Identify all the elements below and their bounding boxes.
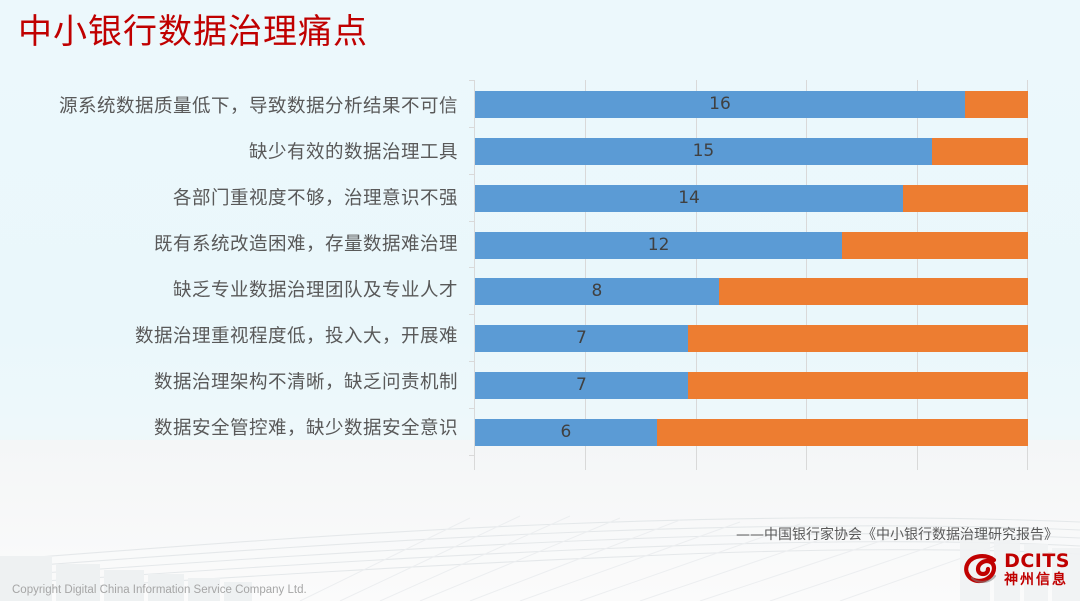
- swoosh-icon: [964, 553, 998, 586]
- bar-value-label: 12: [647, 235, 670, 255]
- bar-row[interactable]: 6: [475, 419, 1028, 446]
- bar-segment-remainder[interactable]: [687, 372, 1028, 399]
- axis-tick: [469, 314, 474, 315]
- category-label: 数据安全管控难，缺少数据安全意识: [153, 418, 458, 439]
- category-label: 缺乏专业数据治理团队及专业人才: [172, 280, 458, 301]
- bar-segment-primary[interactable]: 7: [475, 372, 688, 399]
- bar-segment-remainder[interactable]: [842, 232, 1028, 259]
- bar-segment-primary[interactable]: 16: [475, 91, 965, 118]
- bar-chart: 源系统数据质量低下，导致数据分析结果不可信 缺少有效的数据治理工具 各部门重视度…: [0, 80, 1045, 470]
- bar-value-label: 6: [560, 422, 572, 442]
- axis-tick: [469, 408, 474, 409]
- category-label: 既有系统改造困难，存量数据难治理: [153, 234, 458, 255]
- gridline: [1027, 80, 1028, 470]
- bar-row[interactable]: 15: [475, 138, 1028, 165]
- bar-segment-primary[interactable]: 12: [475, 232, 843, 259]
- category-label: 数据治理重视程度低，投入大，开展难: [134, 326, 458, 347]
- category-label: 缺少有效的数据治理工具: [248, 142, 458, 163]
- bar-segment-primary[interactable]: 7: [475, 325, 688, 352]
- bar-row[interactable]: 16: [475, 91, 1028, 118]
- axis-tick: [469, 267, 474, 268]
- bar-value-label: 16: [709, 94, 731, 114]
- bar-value-label: 14: [678, 188, 700, 208]
- bar-segment-primary[interactable]: 6: [475, 419, 657, 446]
- bar-value-label: 7: [576, 375, 587, 395]
- bar-segment-remainder[interactable]: [656, 419, 1028, 446]
- copyright-text: Copyright Digital China Information Serv…: [12, 584, 307, 596]
- axis-tick: [469, 221, 474, 222]
- gridline: [585, 80, 586, 470]
- axis-tick: [469, 361, 474, 362]
- source-attribution: ——中国银行家协会《中小银行数据治理研究报告》: [736, 527, 1058, 543]
- bar-row[interactable]: 12: [475, 232, 1028, 259]
- bar-row[interactable]: 7: [475, 372, 1028, 399]
- gridline: [696, 80, 697, 470]
- bar-row[interactable]: 8: [475, 278, 1028, 305]
- bar-segment-remainder[interactable]: [903, 185, 1028, 212]
- gridline: [806, 80, 807, 470]
- axis-tick: [469, 455, 474, 456]
- logo-name-en: DCITS: [1004, 550, 1070, 572]
- bar-segment-remainder[interactable]: [718, 278, 1028, 305]
- axis-tick: [469, 127, 474, 128]
- category-label: 源系统数据质量低下，导致数据分析结果不可信: [58, 96, 458, 117]
- company-logo: DCITS 神州信息: [964, 552, 1070, 587]
- bar-segment-primary[interactable]: 15: [475, 138, 932, 165]
- bar-segment-remainder[interactable]: [931, 138, 1028, 165]
- plot-area: 16 15 14 12: [469, 80, 1028, 470]
- bar-value-label: 15: [692, 141, 715, 161]
- bar-segment-remainder[interactable]: [687, 325, 1028, 352]
- bar-segment-remainder[interactable]: [964, 91, 1028, 118]
- category-axis-labels: 源系统数据质量低下，导致数据分析结果不可信 缺少有效的数据治理工具 各部门重视度…: [0, 80, 466, 470]
- slide-title: 中小银行数据治理痛点: [18, 12, 368, 52]
- bar-segment-primary[interactable]: 14: [475, 185, 904, 212]
- axis-tick: [469, 174, 474, 175]
- bar-value-label: 8: [591, 281, 603, 301]
- category-axis-line: [474, 80, 475, 470]
- bar-row[interactable]: 7: [475, 325, 1028, 352]
- gridline: [917, 80, 918, 470]
- bar-value-label: 7: [576, 328, 587, 348]
- bar-row[interactable]: 14: [475, 185, 1028, 212]
- logo-name-cn: 神州信息: [1004, 572, 1069, 588]
- bar-segment-primary[interactable]: 8: [475, 278, 719, 305]
- axis-tick: [469, 80, 474, 81]
- category-label: 数据治理架构不清晰，缺乏问责机制: [153, 372, 458, 393]
- logo-wordmark: DCITS 神州信息: [1004, 550, 1070, 588]
- category-label: 各部门重视度不够，治理意识不强: [172, 188, 458, 209]
